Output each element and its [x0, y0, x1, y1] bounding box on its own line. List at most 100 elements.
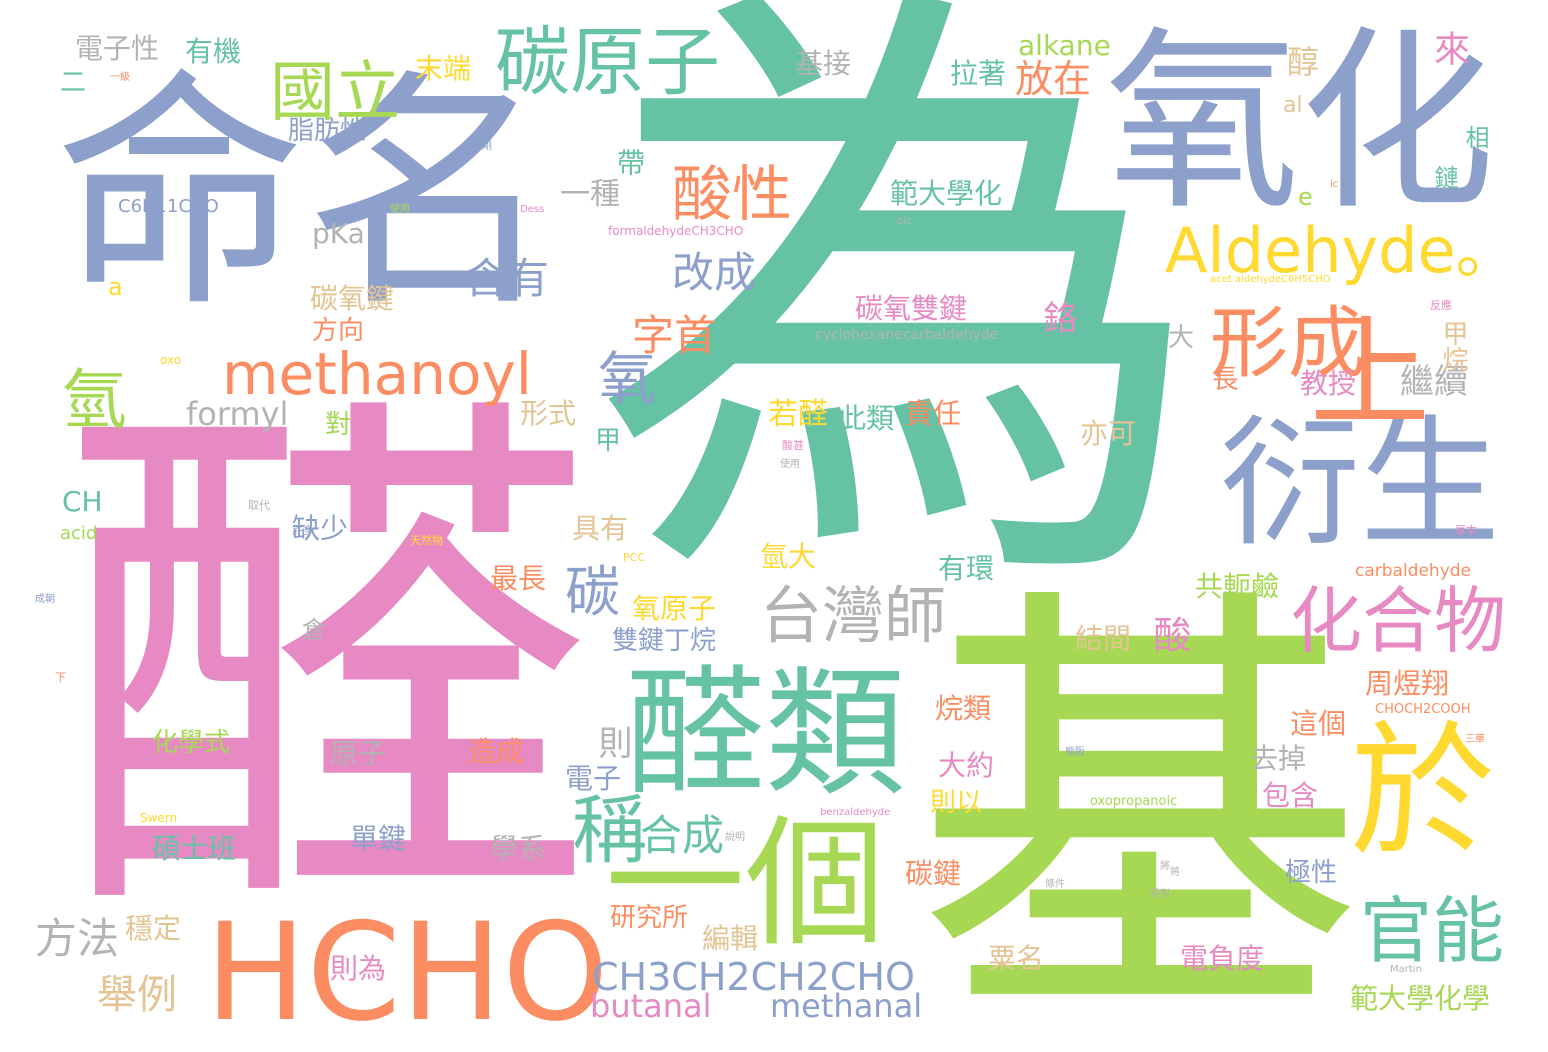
word-qingda: 氫大: [760, 540, 817, 573]
word-dai: 帶: [613, 148, 646, 176]
word-fanda: 範大學化學: [1350, 982, 1491, 1015]
word-queshao: 缺少: [292, 512, 349, 545]
word-hecheng: 合成: [640, 811, 725, 860]
word-butanal: butanal: [590, 987, 712, 1025]
word-methanal: methanal: [770, 987, 923, 1025]
word-jiaoshou: 教授: [1300, 367, 1357, 400]
word-cilei: 此類: [838, 402, 895, 435]
word-benzaldehyde: benzaldehyde: [820, 807, 891, 818]
word-pka: pKa: [312, 217, 365, 250]
word-houben: 厚本: [1455, 524, 1477, 537]
word-jiawan: 甲烷: [1438, 320, 1468, 372]
word-tianranwu: 天然物: [410, 534, 443, 547]
word-mojian: 末端: [415, 52, 472, 85]
word-acid: acid: [60, 523, 98, 544]
word-zishou: 字首: [632, 311, 717, 360]
word-zhou: 將: [1160, 861, 1170, 872]
word-xingshi: 形式: [520, 397, 577, 430]
word-ch: CH: [62, 485, 103, 518]
word-zhuming: 說明: [725, 832, 745, 843]
word-fangzai: 放在: [1015, 57, 1092, 101]
word-xuexi: 學系: [490, 832, 547, 865]
word-zhege: 這個: [1290, 707, 1347, 740]
word-wei: 為: [590, 0, 1210, 660]
word-juli: 舉例: [97, 972, 177, 1018]
word-alkane: alkane: [1018, 29, 1111, 62]
word-lian: 鏈: [1430, 165, 1458, 189]
word-qudai: 取代: [248, 499, 270, 512]
word-laizhuo: 拉著: [950, 57, 1007, 90]
word-yangyuanzi: 氧原子: [632, 592, 717, 625]
word-yige: 一個: [605, 803, 886, 966]
word-xingcheng: 形成: [1210, 299, 1367, 389]
word-gaicheng: 改成: [672, 248, 757, 297]
word-xuduo: 許多: [292, 524, 314, 537]
word-lai: 來: [1428, 30, 1469, 66]
word-sanshu: 三華: [1465, 734, 1485, 745]
word-pcc: PCC: [623, 551, 645, 564]
word-suming: 粟名: [988, 942, 1045, 975]
word-fangfa: 方法: [35, 914, 120, 963]
word-mang: 熊阪: [1065, 747, 1085, 758]
word-zao: 造成: [468, 735, 525, 768]
word-da: 大: [1168, 323, 1195, 353]
word-acet: acet aldehydeC6H5CHO: [1210, 274, 1331, 285]
word-tanyuanzi: 碳原子: [495, 18, 721, 106]
word-quchu: 去掉: [1250, 742, 1307, 775]
word-zeren: 責任: [905, 397, 962, 430]
word-hao: 一級: [110, 72, 130, 83]
word-huaxueshi: 化學式: [152, 728, 231, 758]
word-jia: 甲: [595, 426, 622, 456]
word-mingming: 命名: [55, 49, 555, 340]
word-juyou: 具有: [572, 512, 629, 545]
word-carbaldehyde: carbaldehyde: [1355, 561, 1472, 581]
word-dianzi: 電子: [565, 762, 622, 795]
word-yizhong: 一種: [560, 177, 620, 212]
word-jiejian: 結間: [1075, 622, 1132, 655]
word-suan: 酸: [1147, 615, 1191, 653]
word-shiyong2: 使用: [780, 459, 800, 470]
word-qing: 氫: [50, 365, 125, 430]
word-yang: 氧: [598, 345, 657, 413]
word-tanjian: 碳鍵: [905, 857, 962, 890]
word-zeyi: 則以: [930, 788, 983, 818]
word-formaldehyde: formaldehydeCH3CHO: [608, 224, 744, 238]
word-tan: 碳: [565, 560, 621, 624]
word-zhang: 長: [1208, 365, 1238, 391]
word-formyl: formyl: [186, 395, 289, 433]
word-ruoquan: 若醛: [768, 397, 828, 432]
word-wendian: 穩定: [125, 912, 182, 945]
word-chengmiao: 成朝: [35, 594, 55, 605]
word-youji: 有機: [185, 35, 242, 68]
word-dianfudu: 電負度: [1180, 942, 1265, 975]
word-jiang: 將: [1170, 867, 1180, 878]
word-fanying: 反應: [1430, 299, 1452, 312]
word-c6h11cho: C6H11CHO: [118, 196, 219, 217]
word-jiejie: 基接: [795, 47, 852, 80]
word-huahewu: 化合物: [1290, 579, 1507, 663]
word-ge: 鉻: [1037, 300, 1077, 334]
word-tanyangjian: 碳氧鍵: [310, 282, 395, 315]
word-danjian: 單鍵: [350, 822, 407, 855]
word-chun: 醇: [1282, 45, 1320, 77]
word-youhuan: 有環: [938, 552, 995, 585]
word-ch3: CH3CH2CH2CHO: [592, 955, 915, 999]
word-zuichang: 最長: [490, 562, 547, 595]
word-dianzixing: 電子性: [75, 32, 160, 65]
word-ty: ic: [1330, 179, 1339, 190]
word-bianji: 編輯: [702, 922, 759, 955]
word-ze: 則: [592, 725, 632, 759]
word-tanyangshuangjian: 碳氧雙鍵: [855, 292, 968, 325]
word-oxo: oxo: [160, 353, 182, 367]
word-aldehyde: Aldehyde。: [1165, 214, 1518, 287]
word-ji: 基: [915, 553, 1365, 1052]
word-dui: 對: [325, 410, 352, 440]
word-shuangjiandingwan: 雙鍵丁烷: [612, 626, 717, 656]
word-taiwanshi: 台灣師: [760, 579, 947, 652]
word-guoli: 國立: [270, 55, 401, 130]
word-cang: 倉: [302, 616, 326, 644]
word-al: al: [1283, 93, 1303, 118]
word-yu: 於: [1350, 708, 1495, 877]
word-shang: 上: [1310, 305, 1430, 444]
